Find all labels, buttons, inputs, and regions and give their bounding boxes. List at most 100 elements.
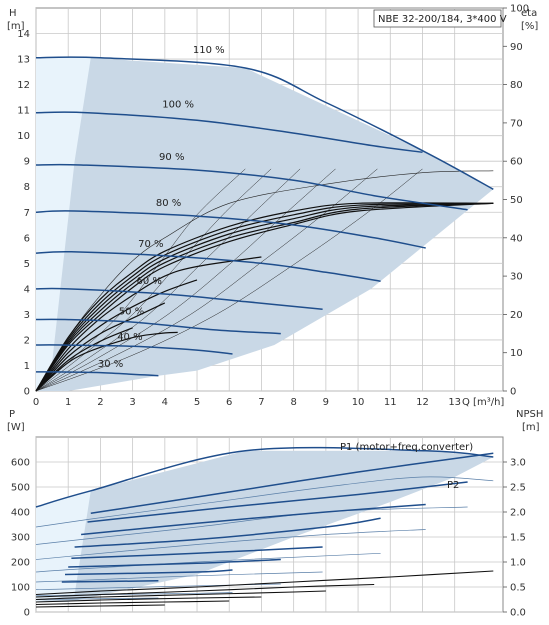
y2-tick: 80 — [510, 80, 523, 91]
npsh-curves — [35, 570, 494, 608]
p1-curve — [35, 571, 323, 583]
speed-label: 40 % — [117, 332, 142, 343]
p2-curve — [71, 546, 323, 560]
x-tick: 8 — [290, 397, 296, 408]
efficiency-curve — [35, 202, 494, 392]
p2-curve — [61, 580, 159, 583]
p1-curve — [35, 592, 233, 597]
speed-label: 50 % — [119, 307, 144, 318]
p2-power-curves — [61, 452, 494, 583]
y-tick: 0 — [24, 387, 30, 398]
efficiency-curves — [35, 170, 494, 392]
x-tick: 6 — [226, 397, 232, 408]
efficiency-curve — [35, 302, 166, 392]
p1-power-curves — [35, 446, 494, 600]
efficiency-curve — [35, 202, 494, 392]
eta-tick-labels: 0 10 20 30 40 50 60 70 80 90 100 — [503, 4, 529, 398]
p1-curve — [35, 506, 468, 545]
y-tick: 500 — [11, 483, 30, 494]
y2-tick: 0 — [510, 387, 516, 398]
y-tick: 100 — [11, 583, 30, 594]
npsh-curve — [35, 590, 326, 601]
y-tick: 11 — [17, 106, 30, 117]
y2-tick: 1.5 — [510, 533, 526, 544]
y2-tick: 70 — [510, 118, 523, 129]
head-min-region — [36, 57, 91, 392]
y2-tick: 30 — [510, 272, 523, 283]
p2-curve — [87, 481, 468, 523]
eta-axis-label: eta — [521, 8, 537, 19]
x-tick: 5 — [194, 397, 200, 408]
y-tick: 200 — [11, 558, 30, 569]
y2-tick: 50 — [510, 195, 523, 206]
x-tick: 3 — [129, 397, 135, 408]
x-tick: 11 — [384, 397, 397, 408]
head-curve — [35, 371, 159, 377]
speed-label: 70 % — [138, 239, 163, 250]
x-tick: 13 — [448, 397, 461, 408]
y-tick: 13 — [17, 55, 30, 66]
iso-efficiency-line — [35, 168, 301, 392]
head-curve — [35, 287, 323, 311]
y2-tick: 40 — [510, 233, 523, 244]
iso-efficiency-line — [35, 168, 423, 392]
x-tick: 10 — [352, 397, 365, 408]
y-tick: 6 — [24, 233, 30, 244]
head-axis-label: H — [9, 8, 17, 19]
npsh-axis-unit: [m] — [522, 422, 540, 433]
y-tick: 7 — [24, 208, 30, 219]
iso-efficiency-line — [35, 168, 378, 392]
efficiency-iso-lines — [35, 168, 423, 392]
iso-efficiency-line — [35, 168, 246, 392]
npsh-tick-labels: 0.0 0.5 1.0 1.5 2.0 2.5 3.0 — [503, 458, 526, 619]
efficiency-curve — [35, 256, 262, 392]
y2-tick: 2.5 — [510, 483, 526, 494]
y-tick: 2 — [24, 335, 30, 346]
y-tick: 600 — [11, 458, 30, 469]
iso-efficiency-line — [35, 168, 272, 392]
flow-tick-labels: 0 1 2 3 4 5 6 7 8 9 10 11 12 13 — [33, 397, 461, 408]
p2-curve — [90, 452, 494, 515]
y2-tick: 2.0 — [510, 508, 526, 519]
y2-tick: 1.0 — [510, 558, 526, 569]
head-curve — [35, 344, 233, 355]
y-tick: 0 — [24, 608, 30, 619]
y2-tick: 10 — [510, 348, 523, 359]
npsh-curve — [35, 600, 230, 606]
head-curve-labels: 110 % 100 % 90 % 80 % 70 % 60 % 50 % 40 % 30 % — [98, 45, 225, 370]
chart-title: NBE 32-200/184, 3*400 V — [378, 14, 507, 25]
speed-label: 100 % — [162, 100, 194, 111]
speed-label: 90 % — [159, 152, 184, 163]
x-tick: 1 — [65, 397, 71, 408]
head-curve — [35, 250, 381, 282]
x-tick: 4 — [162, 397, 168, 408]
head-curve — [35, 111, 423, 154]
p2-curve — [74, 517, 381, 548]
speed-label: 30 % — [98, 359, 123, 370]
head-curve — [35, 318, 281, 335]
y-tick: 1 — [24, 361, 30, 372]
y2-tick: 60 — [510, 157, 523, 168]
x-tick: 9 — [323, 397, 329, 408]
eta-axis-unit: [%] — [521, 21, 538, 32]
p1-curve — [35, 529, 426, 560]
x-tick: 12 — [416, 397, 429, 408]
head-curves — [35, 56, 494, 377]
speed-label: 60 % — [137, 276, 162, 287]
y2-tick: 0.5 — [510, 583, 526, 594]
power-axis-label: P — [9, 409, 15, 420]
y-tick: 10 — [17, 131, 30, 142]
efficiency-curve — [35, 279, 198, 392]
y2-tick: 90 — [510, 42, 523, 53]
flow-axis-label: Q [m³/h] — [462, 397, 504, 408]
efficiency-curve-upper — [35, 170, 494, 392]
y-tick: 400 — [11, 508, 30, 519]
head-curve — [35, 163, 468, 211]
y2-tick: 20 — [510, 310, 523, 321]
speed-label: 80 % — [156, 198, 181, 209]
power-npsh-panel: 0 100 200 300 400 500 600 0.0 0.5 1.0 1.5 2.0 2.5 3.… — [7, 409, 543, 619]
y-tick: 300 — [11, 533, 30, 544]
p1-curve — [35, 552, 381, 573]
